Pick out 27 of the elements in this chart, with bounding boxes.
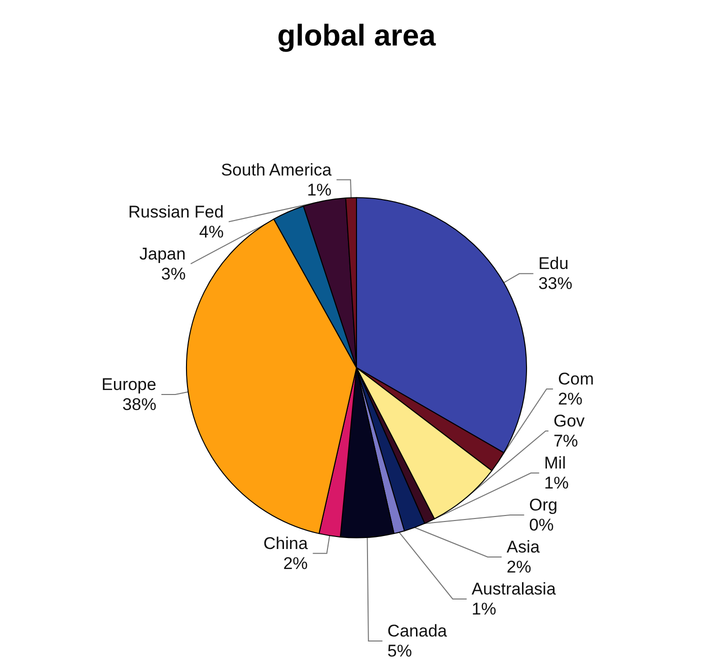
data-label: 1% [306, 180, 332, 200]
data-label: 4% [199, 222, 224, 242]
slice-label: Edu [538, 254, 569, 274]
slice-label: Gov [553, 412, 586, 430]
data-label: 5% [387, 642, 412, 660]
slice-label: Mil [544, 454, 566, 472]
slice-label: China [263, 534, 308, 553]
slice-label: Japan [139, 244, 186, 264]
slice-label: Europe [102, 374, 156, 394]
slice-label: Canada [387, 622, 448, 640]
slice-label: South America [220, 160, 332, 180]
data-label: 7% [553, 432, 578, 450]
category-label: Org [529, 496, 558, 514]
data-label: 1% [472, 600, 496, 618]
text: 0% [529, 516, 554, 534]
data-label: 2% [506, 558, 532, 576]
data-label: 3% [161, 264, 186, 284]
data-label: 2% [558, 390, 583, 408]
data-label: 33% [538, 274, 572, 294]
slice-label: Com [558, 370, 594, 388]
slice-label: Asia [506, 538, 540, 556]
slice-label: Russian Fed [128, 202, 224, 222]
data-label: 38% [122, 394, 156, 414]
chart-title: global area [277, 20, 436, 52]
data-label: 2% [283, 554, 308, 573]
slice-label: Australasia [472, 580, 556, 598]
data-label: 1% [544, 474, 569, 492]
